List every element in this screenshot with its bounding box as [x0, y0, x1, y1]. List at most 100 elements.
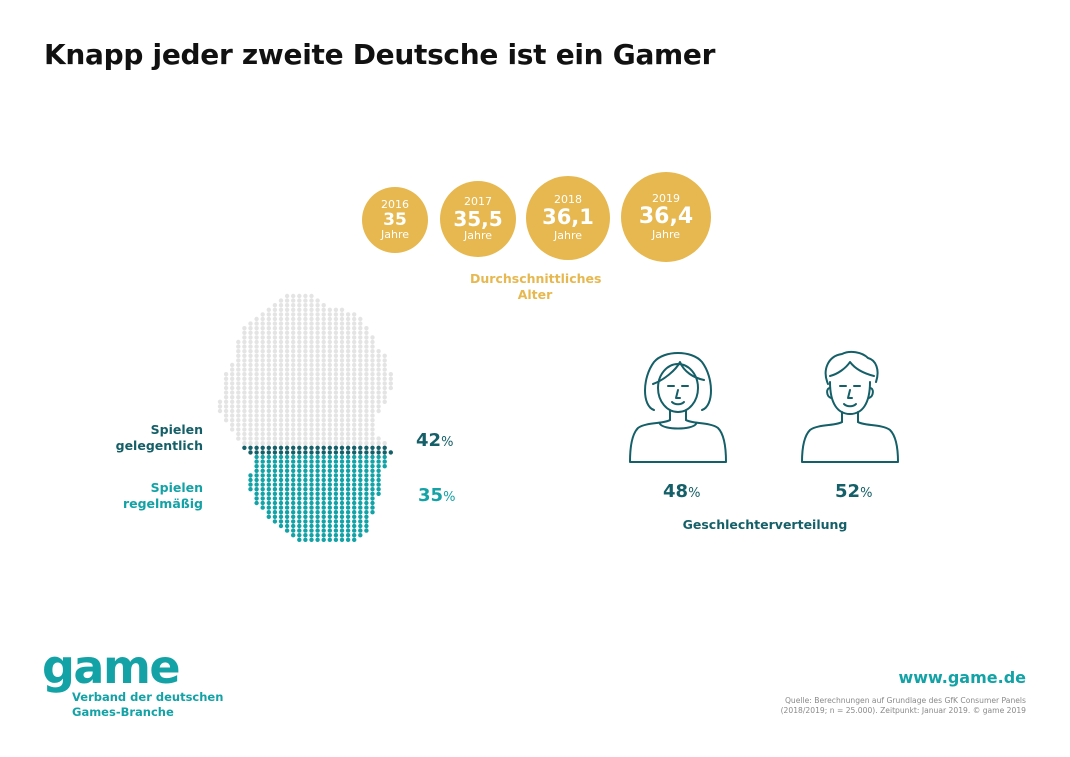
bubble-year: 2017: [464, 194, 492, 208]
map-dot: [321, 413, 326, 418]
map-dot: [254, 367, 259, 372]
map-dot: [376, 491, 381, 496]
map-dot: [248, 381, 253, 386]
map-dot: [223, 395, 229, 400]
map-dot: [321, 514, 326, 519]
map-dot: [242, 376, 247, 381]
map-dot: [352, 326, 357, 331]
map-dot: [370, 422, 375, 427]
map-dot: [266, 491, 271, 496]
organization-name-line1: Verband der deutschen: [72, 690, 224, 704]
map-dot: [291, 468, 296, 473]
map-dot: [266, 344, 271, 349]
map-dot: [358, 326, 363, 331]
map-dot: [303, 464, 308, 469]
map-dot: [333, 537, 339, 542]
map-dot: [260, 482, 265, 487]
map-dot: [266, 349, 271, 354]
map-dot: [236, 353, 241, 358]
map-dot: [333, 450, 339, 455]
map-dot: [266, 395, 271, 400]
map-dot: [284, 468, 290, 473]
map-dot: [284, 473, 290, 478]
map-dot: [364, 468, 369, 473]
map-dot: [248, 362, 253, 368]
map-dot: [309, 335, 314, 340]
map-dot: [315, 385, 320, 391]
map-dot: [345, 500, 351, 506]
map-dot: [297, 533, 302, 538]
map-dot: [376, 362, 381, 368]
map-dot: [370, 436, 375, 441]
map-dot: [370, 344, 375, 349]
map-dot: [315, 404, 320, 409]
map-dot: [321, 510, 326, 515]
woman-icon: [629, 352, 727, 463]
map-dot: [236, 422, 241, 427]
website-link[interactable]: www.game.de: [898, 668, 1026, 687]
map-dot: [291, 376, 296, 381]
map-dot: [248, 441, 253, 446]
map-dot: [352, 330, 357, 335]
map-dot: [266, 362, 271, 368]
germany-dot-map: [217, 293, 393, 542]
map-dot: [291, 339, 296, 345]
map-dot: [297, 487, 302, 492]
map-dot: [284, 491, 290, 496]
map-dot: [333, 349, 339, 354]
map-dot: [364, 362, 369, 368]
map-dot: [333, 307, 339, 312]
source-note: Quelle: Berechnungen auf Grundlage des G…: [726, 696, 1026, 716]
map-dot: [382, 459, 387, 464]
map-dot: [266, 500, 271, 506]
map-dot: [303, 422, 308, 427]
map-dot: [291, 431, 296, 437]
map-dot: [309, 408, 314, 414]
map-dot: [376, 404, 381, 409]
map-dot: [370, 390, 375, 395]
map-dot: [358, 399, 363, 404]
game-logo: game: [42, 640, 181, 694]
map-dot: [339, 436, 345, 441]
male-percent: 52%: [835, 481, 872, 502]
map-dot: [333, 514, 339, 519]
map-dot: [352, 510, 357, 515]
map-dot: [358, 487, 363, 492]
map-dot: [327, 459, 332, 464]
map-dot: [345, 510, 351, 515]
map-dot: [370, 500, 375, 506]
map-dot: [278, 362, 284, 368]
map-dot: [303, 427, 308, 432]
map-dot: [370, 408, 375, 414]
map-dot: [327, 491, 332, 496]
map-dot: [327, 537, 332, 542]
map-dot: [297, 349, 302, 354]
map-dot: [333, 353, 339, 358]
map-dot: [254, 422, 259, 427]
map-dot: [358, 349, 363, 354]
regular-percent-value: 35: [418, 485, 444, 506]
map-dot: [254, 441, 259, 446]
map-dot: [297, 514, 302, 519]
map-dot: [260, 505, 265, 510]
map-dot: [278, 441, 284, 446]
map-dot: [260, 500, 265, 506]
map-dot: [297, 381, 302, 386]
map-dot: [352, 468, 357, 473]
map-dot: [242, 358, 247, 363]
map-dot: [345, 349, 351, 354]
map-dot: [315, 487, 320, 492]
map-dot: [266, 510, 271, 515]
source-note-line2: (2018/2019; n = 25.000). Zeitpunkt: Janu…: [780, 706, 1026, 715]
map-dot: [230, 408, 235, 414]
map-dot: [333, 473, 339, 478]
occasional-percent-value: 42: [416, 430, 442, 451]
map-dot: [297, 395, 302, 400]
map-dot: [297, 427, 302, 432]
map-dot: [315, 372, 320, 377]
map-dot: [303, 316, 308, 322]
map-dot: [266, 413, 271, 418]
map-dot: [242, 422, 247, 427]
map-dot: [321, 473, 326, 478]
map-dot: [297, 468, 302, 473]
